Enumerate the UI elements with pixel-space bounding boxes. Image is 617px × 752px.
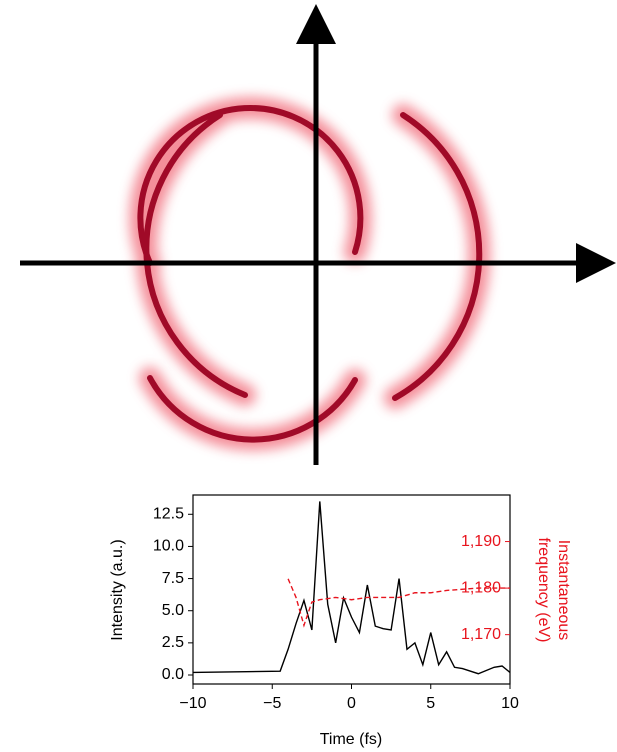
y-tick-label: 0.0	[162, 666, 184, 683]
x-tick-label: 10	[501, 695, 519, 712]
y-tick-label: 5.0	[162, 602, 184, 619]
y-tick-label: 12.5	[153, 506, 184, 523]
x-tick-label: −10	[179, 695, 206, 712]
y-tick-label: 7.5	[162, 570, 184, 587]
x-axis-title: Time (fs)	[320, 731, 383, 748]
y2-tick-label: 1,190	[461, 533, 501, 550]
y2-axis-title: Instantaneous	[555, 540, 572, 641]
x-tick-label: 0	[347, 695, 356, 712]
y2-axis-title: frequency (eV)	[535, 538, 552, 643]
figure: Time (fs) Intensity (a.u.) Instantaneous…	[0, 0, 617, 752]
y2-tick-label: 1,170	[461, 626, 501, 643]
x-tick-label: −5	[263, 695, 281, 712]
y-axis-title: Intensity (a.u.)	[109, 539, 126, 640]
arcs	[140, 108, 479, 440]
diagram	[20, 24, 596, 465]
x-tick-label: 5	[426, 695, 435, 712]
y-tick-label: 2.5	[162, 634, 184, 651]
y-tick-label: 10.0	[153, 538, 184, 555]
